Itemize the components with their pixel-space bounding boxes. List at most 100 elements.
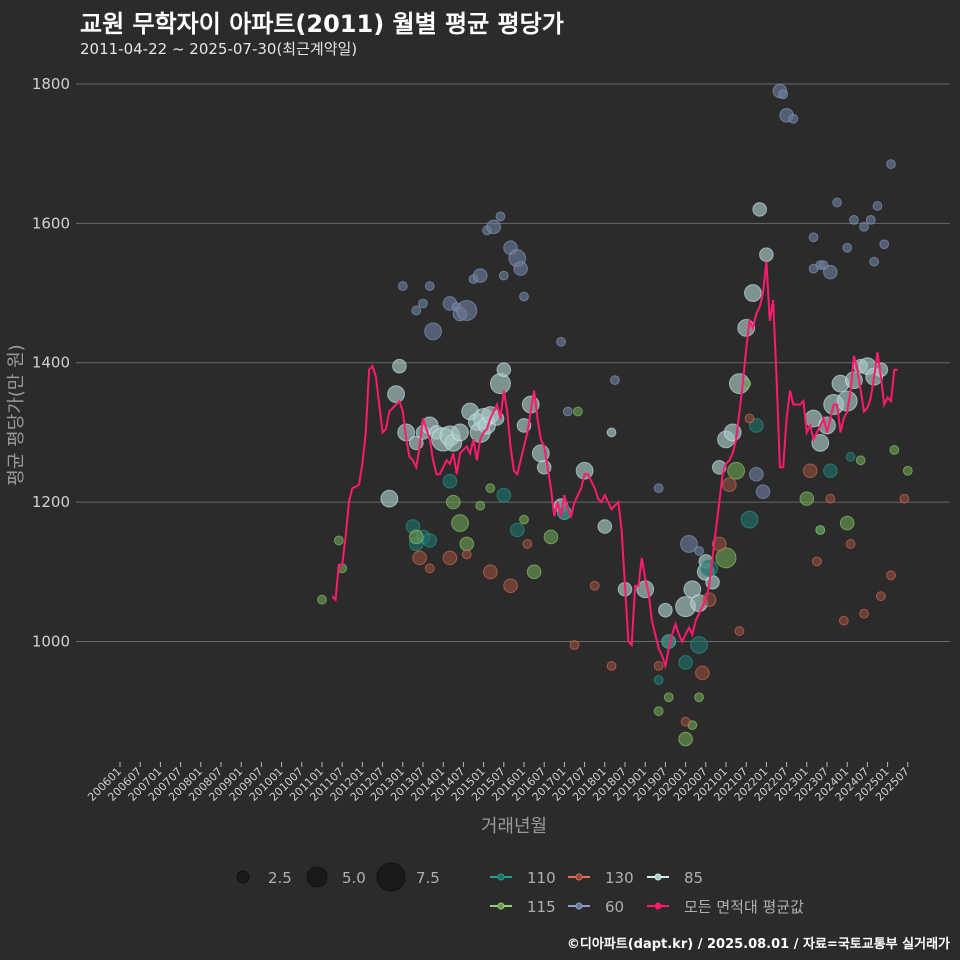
point-85 xyxy=(451,423,469,442)
point-60 xyxy=(486,219,502,235)
point-60 xyxy=(823,264,838,280)
point-60 xyxy=(519,291,529,302)
point-60 xyxy=(808,263,819,274)
point-115 xyxy=(451,514,469,532)
point-130 xyxy=(722,477,737,492)
point-60 xyxy=(653,483,664,494)
point-60 xyxy=(694,546,704,556)
point-130 xyxy=(711,536,727,552)
area-legend-dot xyxy=(497,902,505,910)
point-115 xyxy=(815,525,826,535)
point-60 xyxy=(755,484,771,499)
point-130 xyxy=(899,493,910,504)
point-60 xyxy=(424,281,435,291)
point-115 xyxy=(855,455,866,466)
y-axis-title: 평균 평당가(만 원) xyxy=(6,344,27,485)
point-60 xyxy=(749,466,764,482)
size-legend-label: 7.5 xyxy=(416,869,440,887)
y-axis-ticks: 1000 1200 1400 1600 1800 xyxy=(32,75,70,651)
point-115 xyxy=(446,494,461,510)
y-tick-label: 1800 xyxy=(32,75,70,93)
area-legend-dot xyxy=(654,902,662,910)
scatter-points xyxy=(317,83,913,747)
point-60 xyxy=(879,239,890,250)
point-60 xyxy=(808,232,819,243)
area-legend-dot xyxy=(497,873,505,881)
size-legend-dot xyxy=(306,866,328,888)
point-115 xyxy=(543,529,559,545)
point-110 xyxy=(700,559,719,578)
point-130 xyxy=(886,570,896,581)
size-legend-label: 5.0 xyxy=(342,869,366,887)
y-tick-label: 1000 xyxy=(32,633,70,651)
point-115 xyxy=(485,483,496,494)
point-130 xyxy=(589,580,600,591)
y-tick-label: 1600 xyxy=(32,214,70,232)
legend: 2.5 5.0 7.5 110 130 85 115 60 모든 면적대 평균값 xyxy=(236,862,804,916)
area-legend-dot xyxy=(654,873,662,881)
point-85 xyxy=(711,459,727,475)
point-110 xyxy=(823,463,838,479)
point-130 xyxy=(503,578,518,594)
point-110 xyxy=(690,636,708,654)
point-115 xyxy=(572,406,583,417)
point-85 xyxy=(380,489,399,508)
point-130 xyxy=(483,564,498,580)
point-60 xyxy=(456,299,478,321)
point-85 xyxy=(387,385,405,403)
y-tick-label: 1400 xyxy=(32,354,70,372)
point-110 xyxy=(422,533,438,548)
area-legend-dot xyxy=(575,902,583,910)
point-60 xyxy=(472,268,488,283)
point-60 xyxy=(872,201,883,211)
point-130 xyxy=(569,640,580,650)
area-legend-label: 85 xyxy=(684,869,703,887)
point-60 xyxy=(680,535,698,553)
point-115 xyxy=(889,444,900,455)
size-legend-label: 2.5 xyxy=(268,869,292,887)
point-110 xyxy=(845,451,856,462)
chart-subtitle: 2011-04-22 ~ 2025-07-30(최근계약일) xyxy=(80,40,358,58)
point-130 xyxy=(734,626,745,636)
point-115 xyxy=(333,535,344,546)
point-115 xyxy=(653,706,664,717)
average-line-group xyxy=(331,261,898,670)
point-85 xyxy=(606,427,617,438)
point-115 xyxy=(694,692,704,703)
point-60 xyxy=(495,211,506,222)
point-60 xyxy=(411,305,422,316)
area-legend-label: 130 xyxy=(605,869,634,887)
y-tick-label: 1200 xyxy=(32,493,70,511)
x-axis-ticks: 2006012006072007012007072008012008072009… xyxy=(85,762,912,804)
area-legend-label: 115 xyxy=(527,898,556,916)
point-130 xyxy=(442,550,458,566)
point-130 xyxy=(461,549,472,560)
point-110 xyxy=(740,510,759,529)
point-130 xyxy=(412,550,427,566)
x-axis-title: 거래년월 xyxy=(481,816,547,837)
point-130 xyxy=(680,716,691,727)
source-caption: ©디아파트(dapt.kr) / 2025.08.01 / 자료=국토교통부 실… xyxy=(566,937,950,952)
point-115 xyxy=(902,465,913,476)
point-85 xyxy=(658,602,673,618)
size-legend-dot xyxy=(236,870,250,884)
point-60 xyxy=(859,221,869,232)
point-60 xyxy=(788,113,799,124)
point-130 xyxy=(606,661,617,671)
point-115 xyxy=(839,515,855,531)
point-85 xyxy=(496,362,512,377)
point-130 xyxy=(653,661,664,671)
point-60 xyxy=(498,270,509,281)
point-60 xyxy=(418,298,428,309)
point-115 xyxy=(727,461,745,480)
gridlines xyxy=(76,83,950,643)
area-legend-dot xyxy=(575,873,583,881)
point-60 xyxy=(610,375,620,386)
point-130 xyxy=(424,563,435,574)
point-115 xyxy=(475,500,486,511)
point-130 xyxy=(522,539,533,549)
point-110 xyxy=(678,655,693,670)
point-130 xyxy=(825,493,836,504)
point-130 xyxy=(845,539,856,549)
